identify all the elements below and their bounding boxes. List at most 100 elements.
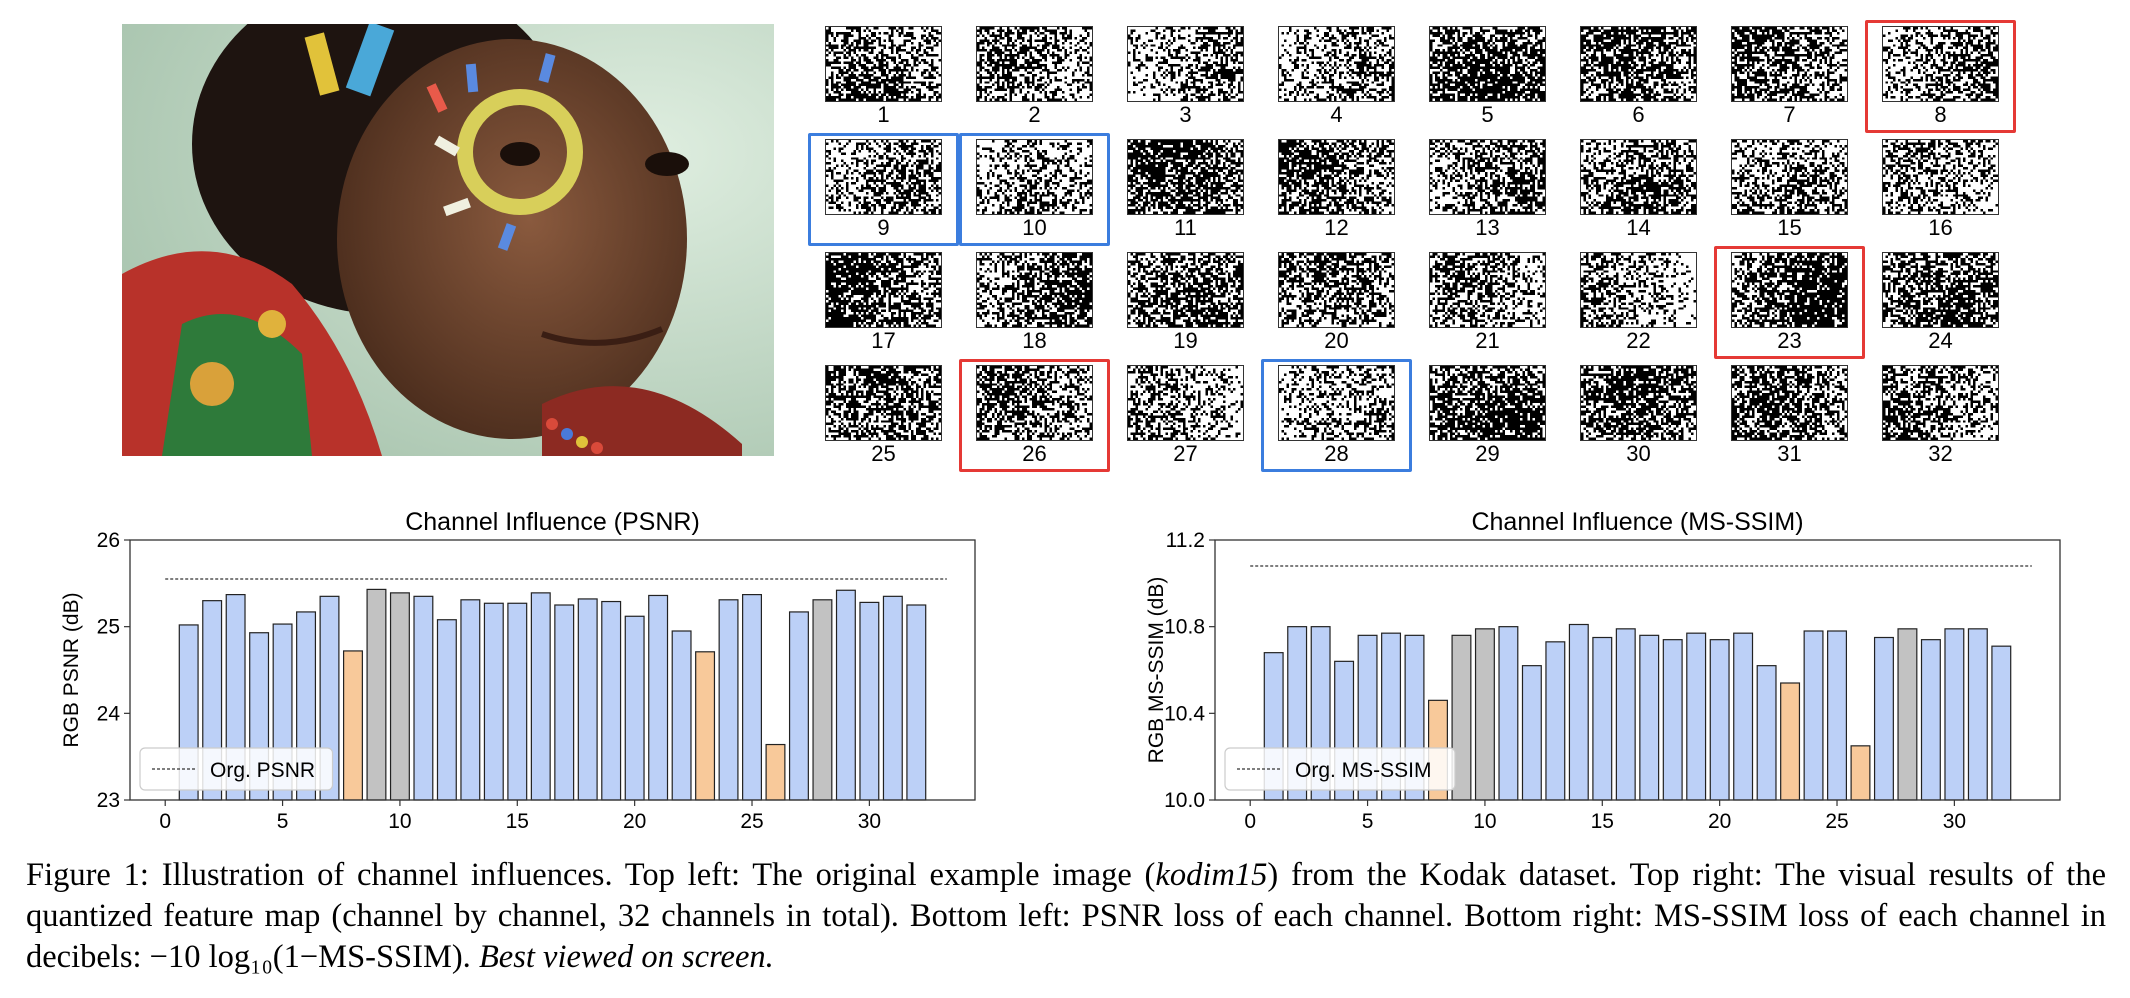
highlight-frame-red [959, 359, 1110, 472]
bar-channel-10 [389, 592, 410, 801]
channel-cell-22: 22 [1563, 246, 1714, 359]
channel-cell-26: 26 [959, 359, 1110, 472]
x-tick-label: 30 [858, 810, 881, 833]
x-tick-label: 5 [1362, 810, 1374, 833]
feature-map-18 [976, 252, 1093, 328]
channel-cell-20: 20 [1261, 246, 1412, 359]
chart-title: Channel Influence (MS-SSIM) [1471, 508, 1803, 536]
bar-channel-11 [413, 595, 434, 801]
bar-channel-19 [1686, 632, 1707, 801]
channel-cell-11: 11 [1110, 133, 1261, 246]
bar-channel-24 [718, 599, 739, 801]
feature-map-15 [1731, 139, 1848, 215]
channel-number: 17 [871, 328, 896, 353]
channel-number: 16 [1928, 215, 1953, 240]
x-tick-label: 25 [1825, 810, 1848, 833]
bar-channel-13 [1545, 641, 1566, 801]
feature-map-13 [1429, 139, 1546, 215]
plot-frame [1214, 539, 2061, 801]
feature-map-29 [1429, 365, 1546, 441]
channel-cell-3: 3 [1110, 20, 1261, 133]
feature-map-1 [825, 26, 942, 102]
channel-number: 2 [1028, 102, 1041, 127]
channel-cell-27: 27 [1110, 359, 1261, 472]
channel-number: 4 [1330, 102, 1343, 127]
channel-cell-31: 31 [1714, 359, 1865, 472]
bar-channel-21 [1733, 632, 1754, 801]
channel-cell-32: 32 [1865, 359, 2016, 472]
legend-label: Org. PSNR [210, 759, 315, 782]
bar-channel-14 [483, 602, 504, 801]
channel-number: 5 [1481, 102, 1494, 127]
bar-channel-28 [1897, 628, 1918, 801]
channel-cell-21: 21 [1412, 246, 1563, 359]
bar-channel-28 [812, 599, 833, 801]
channel-number: 20 [1324, 328, 1349, 353]
channel-number: 18 [1022, 328, 1047, 353]
x-tick-label: 10 [1473, 810, 1496, 833]
channel-cell-18: 18 [959, 246, 1110, 359]
bar-channel-27 [1873, 636, 1894, 801]
feature-map-16 [1882, 139, 1999, 215]
feature-map-28 [1278, 365, 1395, 441]
feature-map-6 [1580, 26, 1697, 102]
bar-channel-16 [530, 592, 551, 801]
legend-box [1224, 747, 1456, 791]
channel-number: 28 [1324, 441, 1349, 466]
channel-cell-17: 17 [808, 246, 959, 359]
ms-ssim-chart: Channel Influence (MS-SSIM) RGB MS-SSIM (… [1145, 500, 2075, 833]
y-tick-label: 10.4 [1164, 702, 1205, 725]
highlight-frame-red [1865, 20, 2016, 133]
feature-map-21 [1429, 252, 1546, 328]
caption-image-name: kodim15 [1155, 857, 1268, 893]
x-tick-label: 30 [1943, 810, 1966, 833]
feature-map-2 [976, 26, 1093, 102]
channel-cell-23: 23 [1714, 246, 1865, 359]
bar-channel-20 [1709, 639, 1730, 801]
channel-number: 1 [877, 102, 890, 127]
feature-map-17 [825, 252, 942, 328]
x-tick-label: 15 [1591, 810, 1614, 833]
bar-channel-19 [601, 600, 622, 801]
channel-number: 24 [1928, 328, 1953, 353]
x-tick-label: 20 [1708, 810, 1731, 833]
highlight-frame-red [1714, 246, 1865, 359]
channel-cell-8: 8 [1865, 20, 2016, 133]
channel-grid: 1 2 3 4 5 6 7 8 9 10 11 12 13 14 15 16 17 18 19 20 21 22 23 24 2… [808, 20, 2016, 472]
y-tick-label: 11.2 [1166, 529, 1205, 552]
bar-channel-22 [671, 630, 692, 801]
bar-channel-31 [882, 595, 903, 801]
bar-channel-32 [906, 604, 927, 801]
feature-map-22 [1580, 252, 1697, 328]
channel-number: 11 [1174, 215, 1197, 240]
channel-number: 6 [1632, 102, 1645, 127]
y-tick-label: 10.0 [1164, 789, 1205, 812]
feature-map-5 [1429, 26, 1546, 102]
x-tick-label: 20 [623, 810, 646, 833]
feature-map-19 [1127, 252, 1244, 328]
bar-channel-24 [1803, 630, 1824, 801]
channel-number: 3 [1179, 102, 1192, 127]
bar-channel-18 [577, 598, 598, 801]
channel-number: 19 [1173, 328, 1198, 353]
feature-map-24 [1882, 252, 1999, 328]
y-tick-label: 24 [97, 702, 121, 725]
feature-map-30 [1580, 365, 1697, 441]
legend-box [139, 747, 334, 791]
bar-channel-12 [436, 619, 457, 801]
x-tick-label: 0 [1244, 810, 1256, 833]
plot-frame [129, 539, 976, 801]
channel-number: 10 [1022, 215, 1047, 240]
channel-cell-25: 25 [808, 359, 959, 472]
x-tick-label: 10 [388, 810, 411, 833]
channel-cell-7: 7 [1714, 20, 1865, 133]
bar-channel-17 [1639, 634, 1660, 801]
channel-number: 21 [1475, 328, 1500, 353]
bar-channel-26 [765, 743, 786, 801]
bar-channel-15 [1592, 636, 1613, 801]
bar-channel-12 [1521, 665, 1542, 801]
channel-number: 25 [871, 441, 896, 466]
channel-number: 31 [1777, 441, 1802, 466]
feature-map-9 [825, 139, 942, 215]
channel-cell-28: 28 [1261, 359, 1412, 472]
